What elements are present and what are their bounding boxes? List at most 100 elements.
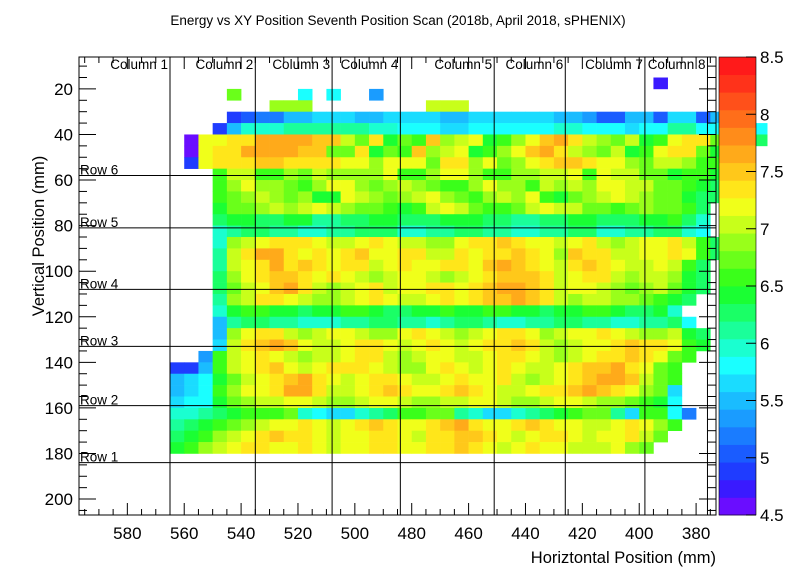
heatmap-cell [639, 373, 654, 386]
heatmap-cell [411, 339, 427, 352]
heatmap-cell [340, 305, 356, 318]
heatmap-cell [241, 123, 256, 135]
heatmap-cell [440, 248, 455, 261]
heatmap-cell [297, 88, 313, 101]
heatmap-cell [326, 237, 341, 249]
heatmap-cell [340, 168, 356, 181]
heatmap-cell [411, 123, 427, 135]
heatmap-cell [553, 293, 569, 306]
palette-swatch [719, 338, 756, 357]
heatmap-cell [425, 123, 441, 135]
heatmap-cell [241, 282, 256, 295]
heatmap-cell [539, 328, 555, 340]
palette-swatch [719, 197, 756, 216]
heatmap-cell [326, 293, 341, 306]
heatmap-cell [653, 77, 668, 90]
heatmap-cell [610, 237, 626, 249]
heatmap-cell [425, 168, 441, 181]
heatmap-cell [440, 225, 455, 238]
heatmap-cell [440, 373, 455, 386]
heatmap-cell [212, 407, 228, 420]
y-axis: 20 40 60 80 100 120 140 160 180 200 [45, 65, 716, 511]
heatmap-cell [340, 430, 356, 443]
heatmap-cell [312, 191, 327, 204]
heatmap-cell [340, 248, 356, 261]
heatmap-cell [411, 362, 427, 375]
heatmap-cell [454, 100, 469, 112]
heatmap-cell [468, 373, 484, 386]
heatmap-cell [596, 442, 612, 454]
heatmap-cell [326, 407, 341, 420]
heatmap-cell [226, 134, 242, 147]
heatmap-cell [667, 271, 683, 283]
heatmap-cell [184, 419, 199, 431]
heatmap-cell [241, 191, 256, 204]
heatmap-cell [440, 419, 455, 431]
heatmap-cell [568, 214, 583, 226]
heatmap-cell [653, 293, 668, 306]
heatmap-cell [610, 407, 626, 420]
heatmap-cell [340, 225, 356, 238]
heatmap-cell [354, 271, 370, 283]
heatmap-cell [625, 191, 640, 204]
heatmap-cell [667, 259, 683, 272]
heatmap-cell [468, 271, 484, 283]
heatmap-cell [710, 191, 725, 204]
heatmap-cell [525, 157, 540, 169]
heatmap-cell [667, 385, 683, 397]
heatmap-cell [596, 157, 612, 169]
row-label: Row 3 [80, 333, 118, 348]
heatmap-cell [625, 282, 640, 295]
heatmap-cell [653, 339, 668, 352]
heatmap-cell [568, 407, 583, 420]
heatmap-cell [511, 396, 526, 409]
heatmap-cell [582, 350, 597, 363]
heatmap-cell [553, 134, 569, 147]
heatmap-cell [539, 339, 555, 352]
heatmap-cell [226, 271, 242, 283]
heatmap-cell [340, 134, 356, 147]
heatmap-cell [312, 430, 327, 443]
heatmap-cell [667, 180, 683, 192]
heatmap-cell [596, 168, 612, 181]
heatmap-cell [511, 430, 526, 443]
heatmap-cell [226, 328, 242, 340]
heatmap-cell [369, 214, 384, 226]
heatmap-cell [170, 385, 185, 397]
heatmap-cell [369, 237, 384, 249]
heatmap-cell [269, 430, 285, 443]
heatmap-cell [283, 157, 299, 169]
heatmap-cell [539, 157, 555, 169]
heatmap-cell [255, 180, 270, 192]
heatmap-cell [696, 111, 711, 124]
heatmap-cell [639, 134, 654, 147]
heatmap-cell [241, 442, 256, 454]
heatmap-cell [639, 442, 654, 454]
heatmap-cell [582, 248, 597, 261]
heatmap-cell [369, 248, 384, 261]
heatmap-cell [369, 293, 384, 306]
heatmap-cell [269, 168, 285, 181]
heatmap-cell [212, 316, 228, 329]
heatmap-cell [383, 328, 398, 340]
heatmap-cell [283, 123, 299, 135]
heatmap-cell [297, 305, 313, 318]
heatmap-cell [397, 180, 413, 192]
heatmap-cell [497, 168, 512, 181]
heatmap-cell [653, 362, 668, 375]
heatmap-cell [425, 385, 441, 397]
heatmap-cell [312, 168, 327, 181]
heatmap-cell [411, 385, 427, 397]
heatmap-cell [212, 328, 228, 340]
heatmap-cell [497, 316, 512, 329]
heatmap-cell [212, 385, 228, 397]
heatmap-cell [497, 396, 512, 409]
heatmap-cell [340, 396, 356, 409]
heatmap-cell [596, 419, 612, 431]
heatmap-cell [653, 157, 668, 169]
palette-tick-label: 8 [760, 105, 769, 124]
heatmap-cell [411, 350, 427, 363]
heatmap-cell [482, 237, 498, 249]
heatmap-cell [212, 202, 228, 215]
heatmap-cell [226, 305, 242, 318]
